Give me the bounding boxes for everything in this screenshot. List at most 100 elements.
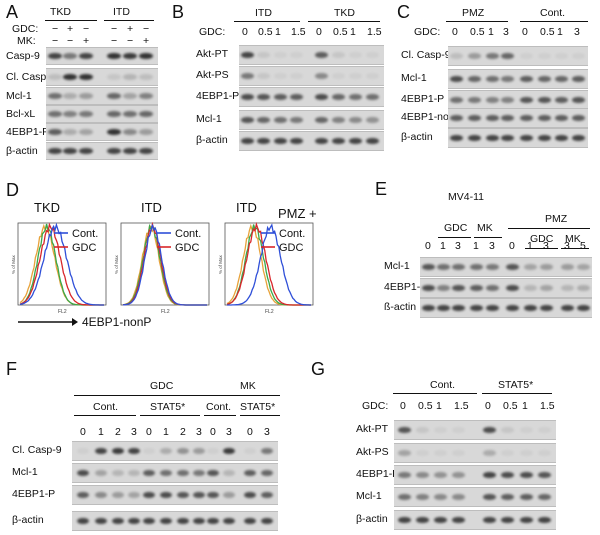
blot-band — [177, 448, 189, 454]
blot-band — [314, 94, 328, 100]
panel-a-mark: − — [111, 35, 118, 47]
blot-band — [500, 517, 514, 523]
panel-f-rule-cont-1 — [74, 415, 136, 416]
panel-c-dose: 0.5 — [470, 26, 485, 38]
blot-band — [451, 427, 465, 433]
blot-band — [576, 264, 590, 270]
blot-band — [128, 470, 140, 476]
blot-band — [449, 135, 463, 141]
blot-band — [240, 117, 254, 123]
blot-band — [397, 494, 411, 500]
blot-band — [554, 97, 568, 103]
blot-band — [240, 138, 254, 144]
blot-band — [223, 492, 235, 498]
histogram-curve — [19, 222, 104, 306]
blot-band — [331, 117, 345, 123]
panel-c-dose: 1 — [488, 26, 494, 38]
panel-a-row-label: β-actin — [6, 145, 38, 157]
blot-band — [112, 492, 124, 498]
legend-label: GDC — [279, 242, 304, 254]
blot-band — [193, 448, 205, 454]
blot-band — [421, 264, 435, 270]
panel-b-blot-strip — [239, 66, 384, 86]
blot-band — [48, 93, 62, 99]
panel-d-arrow-label: 4EBP1-nonP — [82, 315, 152, 329]
blot-band — [365, 117, 379, 123]
panel-f-rule-stat5-1 — [140, 415, 200, 416]
legend-label: Cont. — [175, 228, 201, 240]
blot-band — [449, 97, 463, 103]
panel-b-dose: 1 — [350, 26, 356, 38]
panel-c-blot-strip — [448, 128, 588, 148]
panel-f-group-gdc: GDC — [150, 380, 174, 392]
blot-band — [415, 494, 429, 500]
blot-band — [519, 517, 533, 523]
panel-e-sub-gdc-1: GDC — [444, 222, 468, 234]
panel-e-sub-mk-2: MK — [565, 233, 581, 245]
blot-band — [143, 518, 155, 524]
blot-band — [485, 115, 499, 121]
blot-band — [505, 305, 519, 311]
blot-band — [500, 494, 514, 500]
panel-a-mark: + — [67, 23, 74, 35]
blot-band — [261, 518, 273, 524]
panel-c-group-pmz: PMZ — [462, 7, 485, 19]
panel-f-rule-mk — [202, 395, 280, 396]
histogram-x-axis-label: FL2 — [58, 309, 67, 315]
blot-band — [397, 472, 411, 478]
blot-band — [123, 53, 137, 59]
blot-band — [289, 73, 303, 79]
blot-band — [107, 111, 121, 117]
blot-band — [112, 448, 124, 454]
panel-g-row-label: β-actin — [356, 513, 388, 525]
blot-band — [348, 73, 362, 79]
panel-c-dose: 0 — [452, 26, 458, 38]
panel-g-blot-strip — [394, 487, 556, 507]
panel-b-group-tkd: TKD — [334, 7, 355, 19]
blot-band — [289, 94, 303, 100]
panel-a-mark: − — [127, 35, 134, 47]
blot-band — [331, 52, 345, 58]
blot-band — [63, 129, 77, 135]
blot-band — [519, 494, 533, 500]
panel-g-group-stat5: STAT5* — [498, 379, 534, 391]
panel-a-group-itd: ITD — [113, 6, 130, 18]
blot-band — [397, 427, 411, 433]
panel-b-dose: 0.5 — [258, 26, 273, 38]
panel-a-rule-itd — [104, 20, 154, 21]
blot-band — [433, 427, 447, 433]
panel-e-blot-strip — [420, 278, 592, 298]
blot-band — [143, 448, 155, 454]
blot-band — [123, 93, 137, 99]
blot-band — [451, 285, 465, 291]
blot-band — [433, 450, 447, 456]
blot-band — [523, 285, 537, 291]
panel-g-dose: 1.5 — [540, 400, 555, 412]
panel-c-dose: 0 — [522, 26, 528, 38]
blot-band — [537, 115, 551, 121]
panel-f-dose: 0 — [210, 426, 216, 438]
blot-band — [451, 517, 465, 523]
panel-e-rule-mk-2 — [561, 248, 589, 249]
panel-c-group-cont: Cont. — [540, 7, 566, 19]
blot-band — [505, 285, 519, 291]
blot-band — [256, 117, 270, 123]
blot-band — [467, 53, 481, 59]
panel-f-dose: 0 — [80, 426, 86, 438]
panel-g-dose: 0.5 — [503, 400, 518, 412]
panel-a-blot-strip — [46, 142, 158, 160]
panel-f-sub-cont-2: Cont. — [206, 401, 232, 413]
blot-band — [485, 135, 499, 141]
panel-e-sub-gdc-2: GDC — [530, 233, 554, 245]
blot-band — [500, 135, 514, 141]
panel-e-dose: 5 — [580, 240, 586, 252]
panel-b-blot-strip — [239, 45, 384, 65]
blot-band — [314, 117, 328, 123]
panel-g-blot-strip — [394, 443, 556, 463]
blot-band — [482, 494, 496, 500]
panel-f-dose: 3 — [196, 426, 202, 438]
blot-band — [256, 94, 270, 100]
blot-band — [505, 264, 519, 270]
blot-band — [500, 472, 514, 478]
blot-band — [48, 53, 62, 59]
